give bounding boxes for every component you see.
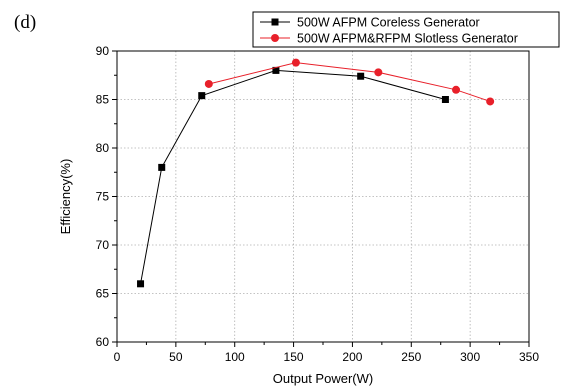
series-2-point [291, 58, 300, 67]
x-tick-label: 150 [284, 350, 304, 364]
series-1 [137, 66, 449, 288]
x-tick-label: 350 [519, 350, 539, 364]
series-1-point [272, 66, 280, 74]
x-tick-label: 50 [169, 350, 183, 364]
y-axis-ticks: 60 65 70 75 80 85 90 [96, 44, 117, 349]
series-1-point [137, 280, 145, 288]
y-tick-label: 65 [96, 287, 110, 301]
series-2-point [486, 97, 495, 106]
x-tick-label: 200 [342, 350, 362, 364]
x-axis-ticks: 0 50 100 150 200 250 300 350 [114, 342, 539, 364]
x-tick-label: 100 [225, 350, 245, 364]
x-tick-label: 0 [114, 350, 121, 364]
legend-box [252, 11, 560, 48]
legend-entry-label: 500W AFPM Coreless Generator [297, 16, 480, 30]
legend-entry-label: 500W AFPM&RFPM Slotless Generator [297, 32, 518, 46]
series-2-point [374, 68, 383, 77]
grid-lines [117, 51, 529, 342]
x-tick-label: 250 [401, 350, 421, 364]
series-1-point [198, 92, 206, 100]
y-tick-label: 90 [96, 44, 110, 58]
series-layer [137, 58, 495, 288]
series-1-point [357, 72, 365, 80]
series-2-line [208, 62, 491, 102]
panel-label: (d) [14, 12, 36, 33]
legend-swatch-marker [271, 18, 279, 26]
y-tick-label: 70 [96, 238, 110, 252]
series-2 [204, 58, 495, 106]
y-tick-label: 80 [96, 141, 110, 155]
x-tick-label: 300 [460, 350, 480, 364]
series-1-point [441, 96, 449, 103]
y-tick-label: 60 [96, 335, 110, 349]
series-2-point [452, 85, 461, 94]
legend-swatch-marker [271, 34, 279, 42]
y-axis-title: Efficiency(%) [58, 159, 73, 235]
y-tick-label: 75 [96, 190, 110, 204]
series-1-line [140, 69, 446, 284]
y-tick-label: 85 [96, 93, 110, 107]
x-axis-title: Output Power(W) [273, 371, 373, 386]
legend: 500W AFPM Coreless Generator 500W AFPM&RF… [252, 11, 560, 48]
series-1-point [158, 163, 166, 171]
series-2-point [204, 79, 213, 88]
